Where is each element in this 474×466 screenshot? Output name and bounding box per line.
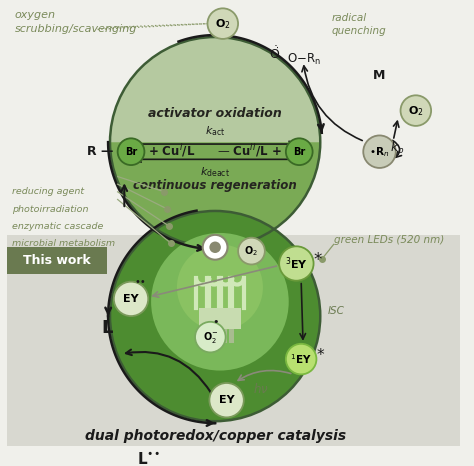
Text: reducing agent: reducing agent (11, 187, 84, 196)
Wedge shape (110, 142, 320, 247)
Text: O$_2$: O$_2$ (215, 17, 231, 31)
Text: R —: R — (87, 145, 114, 158)
Text: ••: •• (135, 277, 146, 287)
Text: $\dot{\rm O}$: $\dot{\rm O}$ (269, 45, 280, 62)
Text: $^1$EY: $^1$EY (291, 352, 312, 366)
Text: activator oxidation: activator oxidation (148, 107, 282, 120)
Circle shape (203, 235, 228, 260)
Text: O$_2$: O$_2$ (408, 104, 424, 117)
Text: ISC: ISC (328, 306, 345, 316)
Bar (206, 329, 211, 343)
Circle shape (279, 247, 314, 281)
Text: EY: EY (219, 395, 235, 405)
Text: scrubbing/scavenging: scrubbing/scavenging (14, 24, 137, 34)
Text: oxygen: oxygen (14, 10, 55, 20)
Text: photoirradiation: photoirradiation (11, 205, 88, 213)
Text: quenching: quenching (332, 26, 386, 36)
Bar (7, 0, 460, 235)
Text: green LEDs (520 nm): green LEDs (520 nm) (334, 234, 444, 245)
Text: *: * (317, 348, 324, 363)
Text: $k_{\mathrm{deact}}$: $k_{\mathrm{deact}}$ (200, 165, 230, 179)
Circle shape (151, 233, 289, 370)
Text: This work: This work (23, 254, 91, 267)
Text: Br: Br (125, 147, 137, 157)
Text: radical: radical (332, 13, 367, 23)
Text: — Cu$^{II}$/L +: — Cu$^{II}$/L + (218, 143, 282, 160)
Text: $\rm O{-}R_n$: $\rm O{-}R_n$ (287, 52, 321, 68)
Text: EY: EY (123, 294, 139, 304)
Circle shape (114, 281, 148, 316)
Circle shape (286, 344, 317, 374)
Circle shape (208, 8, 238, 39)
Bar (199, 308, 241, 329)
Text: dual photoredox/copper catalysis: dual photoredox/copper catalysis (84, 429, 346, 443)
Circle shape (363, 136, 396, 168)
Text: M: M (374, 69, 386, 82)
Text: *: * (313, 251, 321, 269)
Circle shape (177, 244, 263, 330)
Bar (228, 329, 234, 343)
Bar (221, 329, 227, 343)
Circle shape (118, 138, 145, 165)
Text: O$_2$: O$_2$ (245, 244, 258, 258)
Text: O$_2^{-}$: O$_2^{-}$ (203, 329, 218, 344)
Text: enzymatic cascade: enzymatic cascade (11, 222, 103, 231)
Text: $k_p$: $k_p$ (390, 140, 404, 158)
Text: L: L (101, 319, 113, 336)
Text: microbial metabolism: microbial metabolism (11, 239, 115, 248)
Text: •: • (212, 317, 219, 327)
Text: $h\nu$: $h\nu$ (254, 382, 269, 396)
Circle shape (195, 322, 226, 352)
Text: L$^{••}$: L$^{••}$ (137, 451, 160, 466)
Wedge shape (110, 37, 320, 142)
Bar (7, 247, 107, 274)
Circle shape (286, 138, 313, 165)
Text: $\cdot$: $\cdot$ (275, 41, 279, 52)
Text: $^3$EY: $^3$EY (285, 255, 308, 272)
Text: •R$_n$: •R$_n$ (369, 145, 390, 158)
Circle shape (210, 383, 244, 418)
Text: + Cu$^{I}$/L: + Cu$^{I}$/L (148, 143, 196, 160)
Circle shape (238, 238, 265, 265)
Text: Br: Br (293, 147, 305, 157)
Circle shape (401, 96, 431, 126)
Circle shape (210, 241, 221, 253)
Circle shape (110, 211, 320, 421)
Text: $k_{\mathrm{act}}$: $k_{\mathrm{act}}$ (205, 124, 225, 138)
Text: continuous regeneration: continuous regeneration (133, 178, 297, 192)
Bar (213, 329, 219, 343)
Bar (7, 235, 460, 446)
